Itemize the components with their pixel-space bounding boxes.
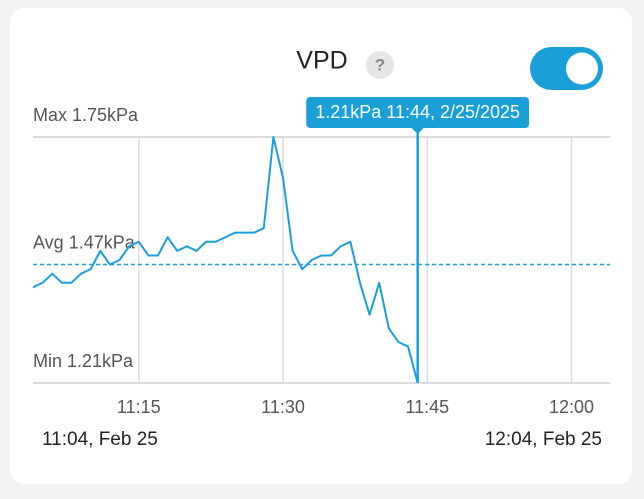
x-tick-label: 11:15 [117, 397, 161, 417]
y-tick-label: Max 1.75kPa [33, 105, 139, 125]
toggle[interactable] [530, 47, 603, 90]
card-title: VPD [296, 47, 347, 75]
x-tick-label: 11:45 [405, 397, 449, 417]
tooltip-arrow [410, 127, 425, 134]
help-text: ? [375, 55, 385, 74]
data-line [32, 136, 419, 384]
y-tick-label: Min 1.21kPa [33, 351, 134, 371]
range-end: 12:04, Feb 25 [485, 429, 602, 450]
average-label: Avg 1.47kPa [33, 232, 136, 252]
help-icon[interactable] [366, 51, 394, 79]
tooltip [306, 97, 530, 128]
x-tick-label: 12:00 [549, 397, 594, 417]
toggle-knob [566, 52, 598, 85]
range-start: 11:04, Feb 25 [42, 429, 158, 450]
x-tick-label: 11:30 [261, 397, 305, 417]
tooltip-text: 1.21kPa 11:44, 2/25/2025 [315, 102, 520, 122]
